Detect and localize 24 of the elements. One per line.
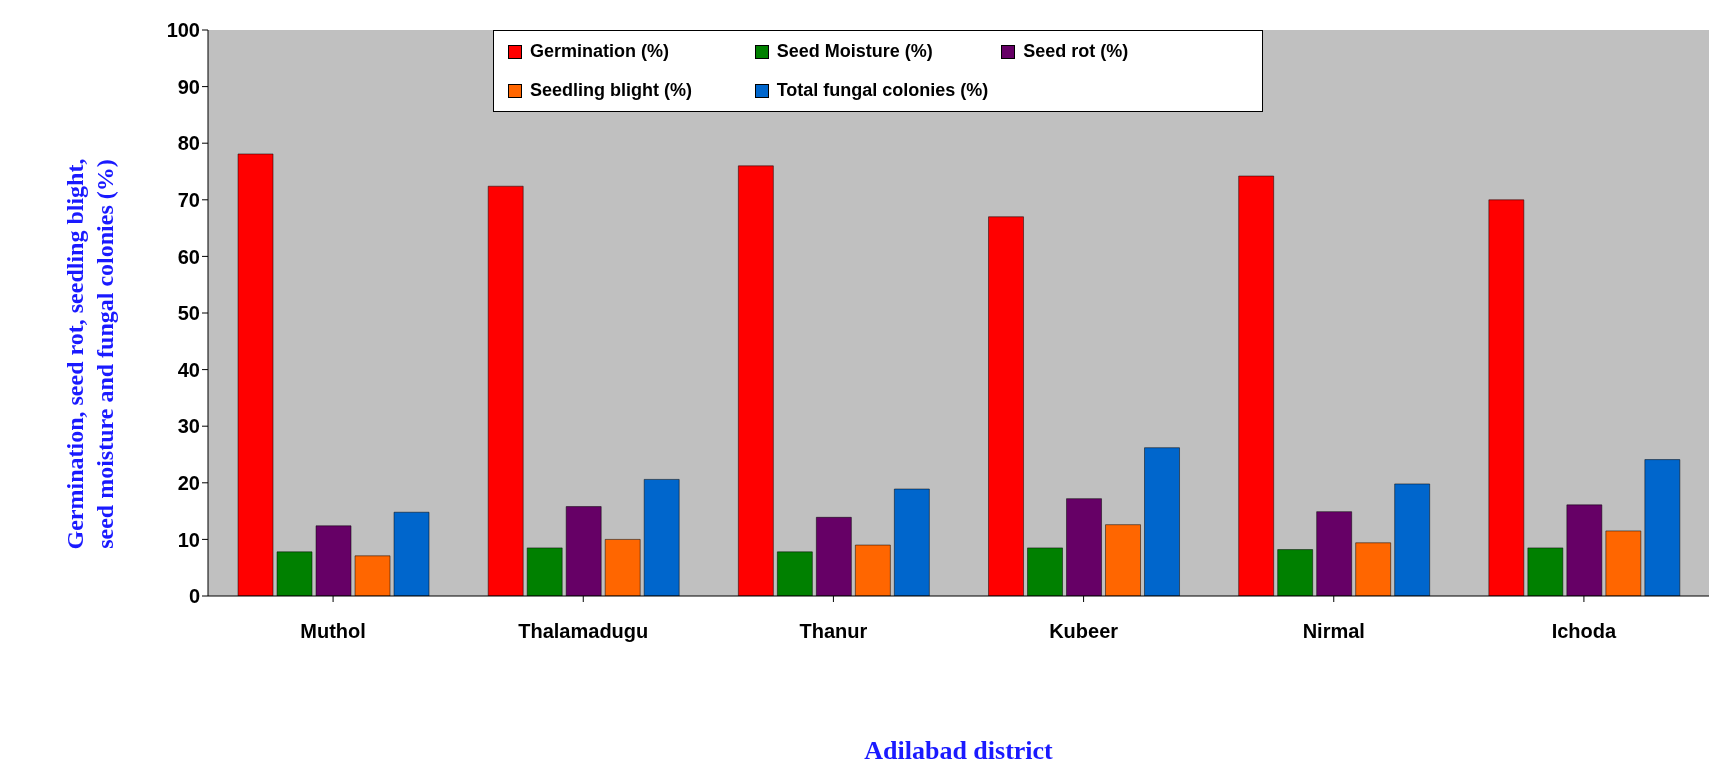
legend-label: Germination (%) — [530, 41, 670, 62]
y-tick-label: 60 — [177, 245, 200, 268]
x-tick-label: Thalamadugu — [518, 620, 649, 643]
y-tick-label: 70 — [177, 188, 200, 211]
legend-label: Seedling blight (%) — [530, 80, 692, 101]
legend-label: Seed Moisture (%) — [776, 41, 933, 62]
y-tick-label: 90 — [177, 75, 200, 98]
x-tick-label: Muthol — [300, 620, 366, 643]
y-tick-label: 20 — [177, 471, 200, 494]
y-tick-label: 80 — [177, 132, 200, 155]
x-tick-label: Kubeer — [1049, 620, 1119, 643]
y-tick-label: 10 — [177, 528, 200, 551]
x-axis-title: Adilabad district — [863, 736, 1054, 766]
y-tick-label: 50 — [177, 302, 200, 325]
x-tick-label: Thanur — [799, 620, 868, 643]
y-axis-title: Germination, seed rot, seedling blight, seed moisture and fungal colonies (%) — [61, 157, 119, 552]
y-tick-label: 40 — [177, 358, 200, 381]
legend-label: Total fungal colonies (%) — [776, 80, 989, 101]
legend-label: Seed rot (%) — [1023, 41, 1129, 62]
x-tick-label: Ichoda — [1551, 620, 1618, 643]
y-tick-label: 30 — [177, 415, 200, 438]
x-tick-label: Nirmal — [1302, 620, 1365, 643]
y-tick-label: 100 — [166, 19, 200, 42]
y-tick-label: 0 — [188, 585, 200, 608]
